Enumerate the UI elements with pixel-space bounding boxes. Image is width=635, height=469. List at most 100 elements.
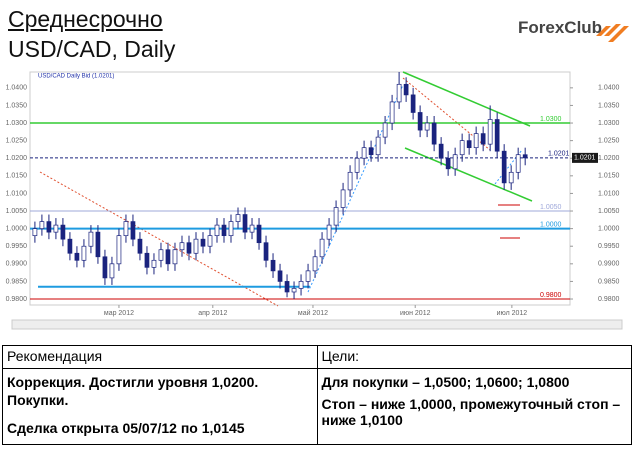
candle-body: [508, 171, 514, 184]
y-tick-label: 1.0350: [6, 102, 28, 109]
candle-body: [340, 189, 346, 208]
scrollbar[interactable]: [11, 319, 623, 330]
candle-body: [396, 83, 402, 103]
level-label: 1.0201: [574, 155, 596, 162]
price-box: [572, 152, 598, 163]
candle-body: [354, 157, 360, 173]
candle-body: [494, 119, 500, 152]
y-tick-label: 0.9900: [598, 261, 620, 268]
y-tick-label: 1.0000: [598, 225, 620, 232]
level-label: 1.0050: [540, 204, 562, 211]
cell-text: Покупки.: [7, 392, 69, 408]
candle-body: [522, 154, 528, 159]
cell: Коррекция. Достигли уровня 1,0200. Покупк…: [2, 368, 318, 445]
y-tick-label: 1.0150: [598, 173, 620, 180]
cell: Для покупки – 1,0500; 1,0600; 1,0800 Стоп…: [316, 368, 632, 445]
candle-body: [235, 214, 241, 222]
candle-body: [459, 140, 465, 156]
cell-text: Для покупки – 1,0500; 1,0600; 1,0800: [321, 374, 570, 390]
candle-body: [347, 171, 353, 191]
recommendation-table: Рекомендация Цели: Коррекция. Достигли ур…: [2, 345, 632, 445]
legend: USD/CAD Daily Bid (1.0201): [38, 74, 114, 80]
candle-body: [151, 259, 157, 268]
y-tick-label: 1.0000: [6, 225, 28, 232]
y-tick-label: 0.9950: [6, 243, 28, 250]
candle-body: [74, 252, 80, 261]
candle-body: [438, 143, 444, 159]
candle-body: [333, 207, 339, 226]
y-tick-label: 1.0200: [6, 155, 28, 162]
candle-body: [410, 94, 416, 113]
table-header: Рекомендация: [2, 345, 318, 369]
y-tick-label: 1.0350: [598, 102, 620, 109]
table-header: Цели:: [316, 345, 632, 369]
y-tick-label: 1.0250: [6, 137, 28, 144]
y-tick-label: 1.0250: [598, 137, 620, 144]
cell-text: Стоп – ниже 1,0000, промежуточный стоп –…: [321, 396, 621, 428]
candle-body: [214, 224, 220, 237]
candle-body: [193, 238, 199, 254]
candle-body: [361, 147, 367, 159]
title: Среднесрочно: [8, 6, 163, 32]
candle-body: [172, 249, 178, 265]
x-tick-label: мар 2012: [104, 310, 134, 317]
candle-body: [445, 157, 451, 170]
cell-text: Коррекция. Достигли уровня 1,0200.: [7, 374, 259, 390]
x-tick-label: апр 2012: [198, 310, 227, 317]
level-label: 1.0201: [548, 151, 570, 158]
candle-body: [452, 154, 458, 170]
y-tick-label: 1.0400: [6, 85, 28, 92]
candle-body: [32, 228, 38, 237]
candle-body: [403, 83, 409, 96]
candle-body: [270, 259, 276, 272]
candle-body: [473, 133, 479, 149]
y-tick-label: 1.0050: [6, 208, 28, 215]
candle-body: [466, 140, 472, 149]
candle-body: [67, 238, 73, 254]
candle-body: [326, 224, 332, 240]
x-tick-label: июн 2012: [400, 310, 431, 317]
logo-mark: [596, 24, 629, 42]
candle-body: [88, 231, 94, 247]
candle-body: [144, 252, 150, 268]
candle-body: [382, 122, 388, 138]
candle-body: [389, 101, 395, 124]
level-label: 0.9800: [540, 292, 562, 299]
cell-text: Сделка открыта 05/07/12 по 1,0145: [7, 420, 245, 436]
candle-body: [515, 154, 521, 173]
subtitle: USD/CAD, Daily: [8, 36, 176, 62]
candle-body: [123, 221, 129, 237]
y-tick-label: 1.0150: [6, 173, 28, 180]
candle-body: [242, 214, 248, 233]
candle-body: [228, 221, 234, 237]
candle-body: [277, 270, 283, 282]
candle-body: [291, 288, 297, 293]
candle-body: [375, 136, 381, 156]
candle-body: [60, 224, 66, 240]
candle-body: [102, 256, 108, 279]
candle-body: [424, 122, 430, 131]
candle-body: [130, 221, 136, 240]
x-tick-label: май 2012: [298, 309, 328, 317]
candle-body: [298, 281, 304, 289]
logo: ForexClub: [518, 18, 603, 37]
chart: 0.9800 0.9800 0.9850 0.9850 0.9900 0.9900 0.99…: [6, 71, 623, 330]
candle-body: [312, 256, 318, 272]
x-tick-label: июл 2012: [497, 310, 528, 317]
candle-body: [249, 224, 255, 233]
candle-body: [158, 249, 164, 261]
candle-body: [319, 238, 325, 258]
candle-body: [165, 249, 171, 265]
level-label: 1.0000: [540, 221, 562, 228]
candle-body: [53, 224, 59, 233]
y-tick-label: 1.0400: [598, 85, 620, 92]
y-tick-label: 0.9950: [598, 243, 620, 250]
candle-body: [431, 122, 437, 145]
y-tick-label: 0.9900: [6, 261, 28, 268]
y-tick-label: 1.0300: [598, 120, 620, 127]
candle-body: [487, 119, 493, 145]
y-tick-label: 0.9800: [598, 296, 620, 303]
candle-body: [480, 133, 486, 145]
y-tick-label: 0.9850: [6, 278, 28, 285]
candle-body: [207, 235, 213, 247]
